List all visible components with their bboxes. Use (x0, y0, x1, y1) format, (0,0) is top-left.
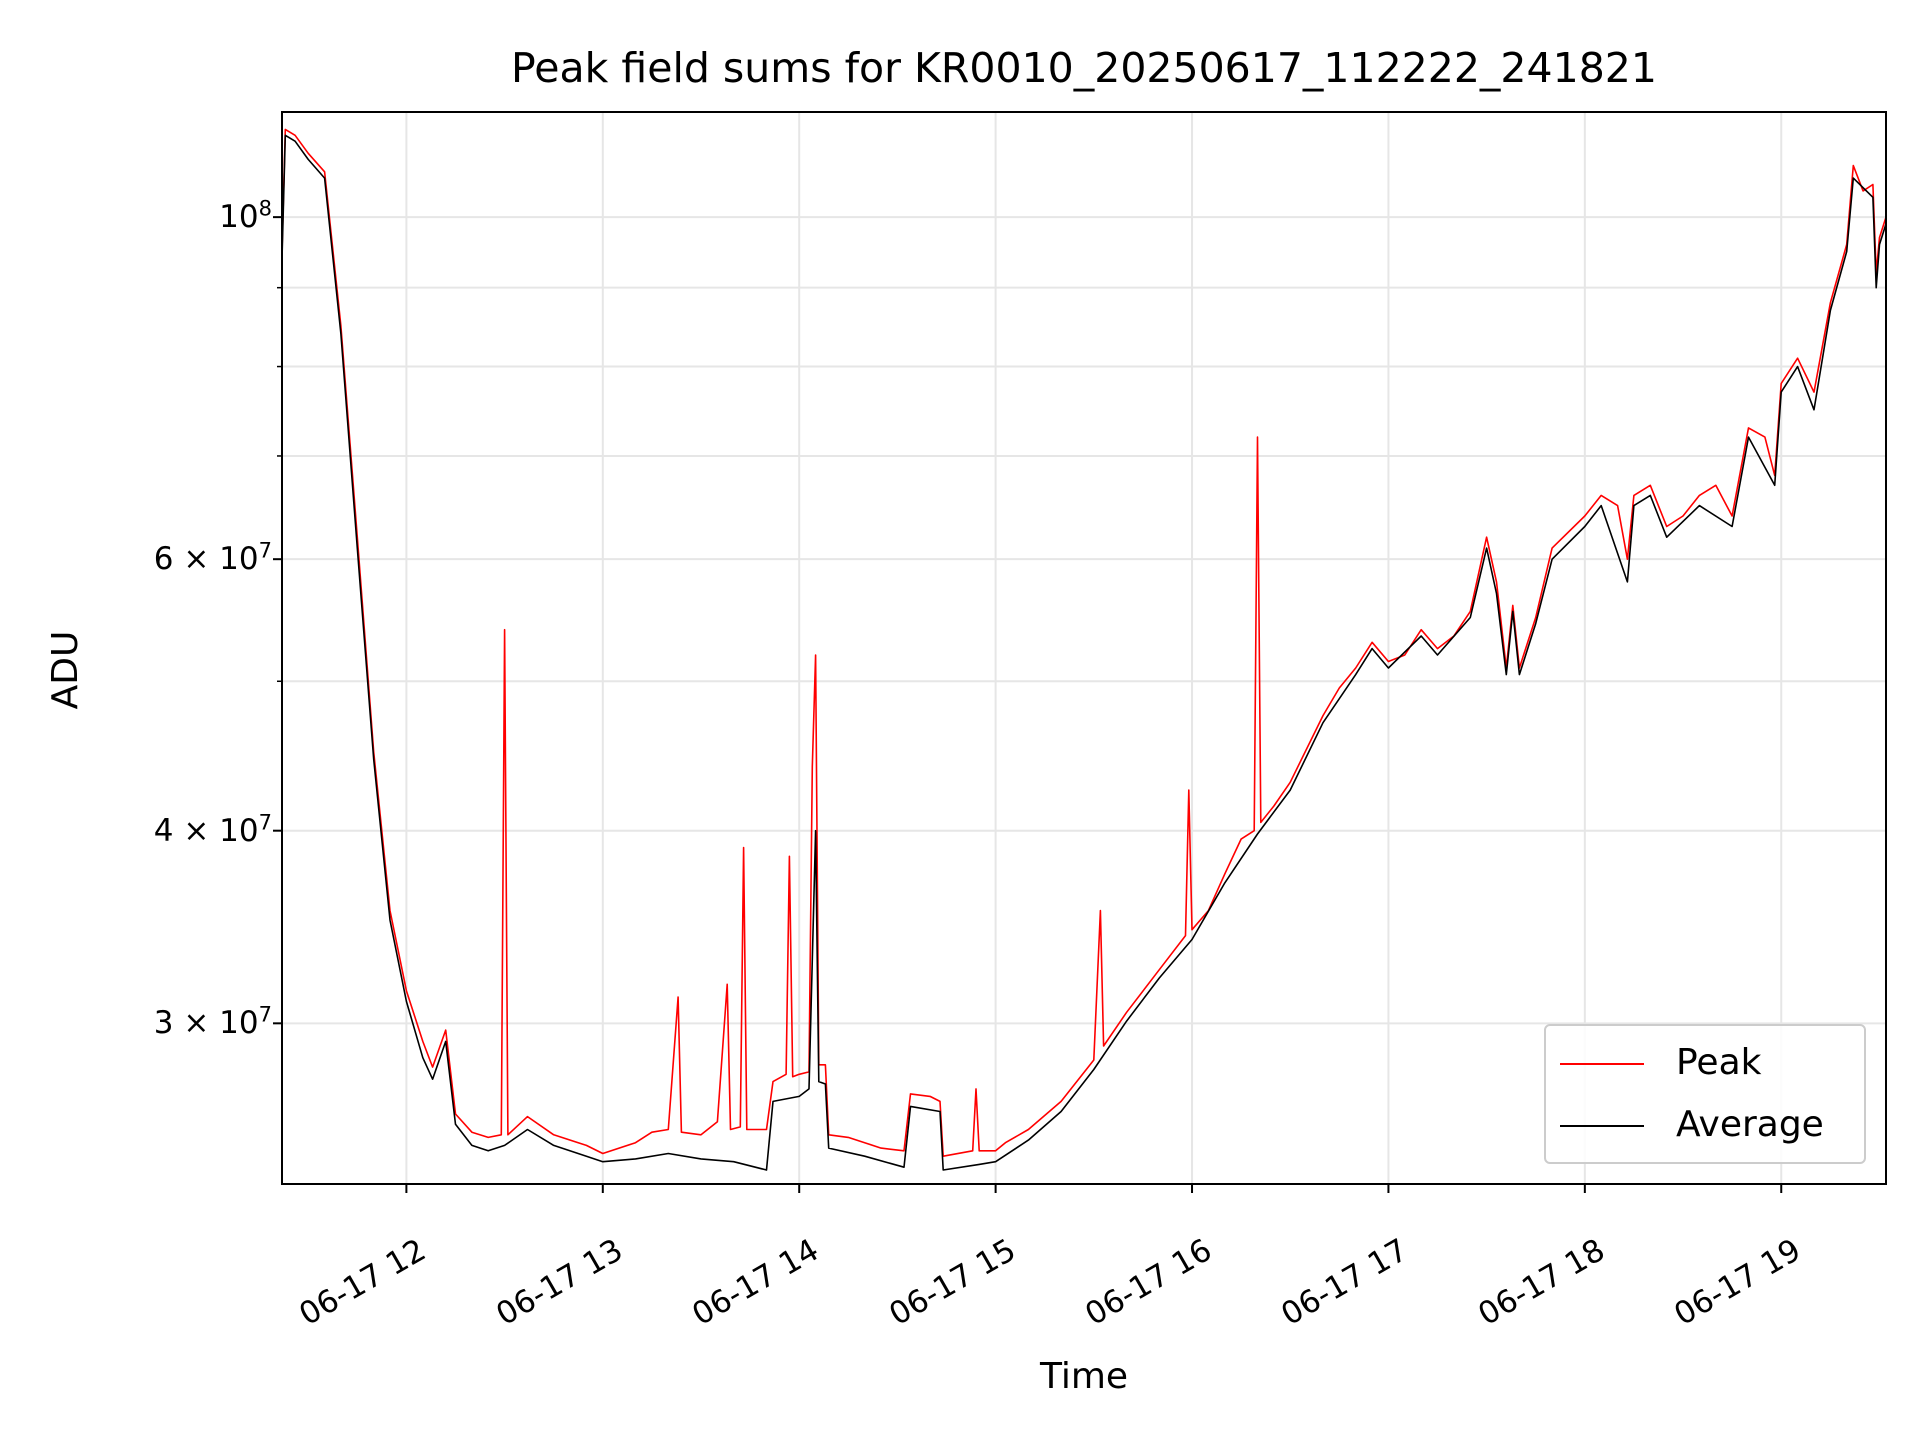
x-axis-label: Time (1039, 1356, 1129, 1397)
legend-swatch-peak (1560, 1063, 1644, 1065)
series-line-average (281, 134, 1887, 1171)
legend-label-average: Average (1676, 1104, 1824, 1145)
legend-swatch-average (1560, 1125, 1644, 1127)
chart-title: Peak field sums for KR0010_20250617_1122… (511, 44, 1657, 92)
y-tick-label-1: 4 × 107 (153, 810, 272, 849)
y-tick-label-2: 6 × 107 (153, 538, 272, 578)
y-tick-label-0: 3 × 107 (153, 1002, 272, 1042)
legend: Peak Average (1544, 1024, 1866, 1164)
y-tick-label-3: 108 (219, 196, 272, 236)
plot-frame (281, 111, 1887, 1185)
y-axis-label: ADU (44, 630, 86, 710)
series-line-peak (281, 128, 1887, 1157)
legend-label-peak: Peak (1676, 1042, 1762, 1083)
